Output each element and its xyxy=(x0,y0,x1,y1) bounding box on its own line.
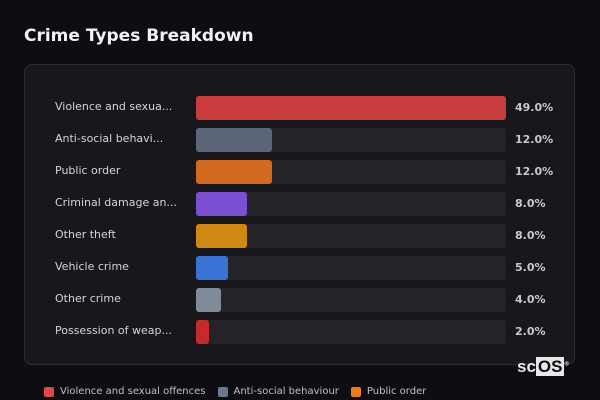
value-label: 4.0% xyxy=(515,293,546,306)
value-label: 8.0% xyxy=(515,229,546,242)
legend-swatch xyxy=(350,386,361,397)
chart-title: Crime Types Breakdown xyxy=(24,26,254,46)
category-label: Vehicle crime xyxy=(55,260,129,273)
bar-track xyxy=(196,192,506,216)
bar-track xyxy=(196,160,506,184)
category-label: Anti-social behavi... xyxy=(55,132,164,145)
bar[interactable] xyxy=(196,224,247,248)
legend-item[interactable]: Anti-social behaviour xyxy=(217,386,339,397)
legend-label: Anti-social behaviour xyxy=(233,386,339,397)
bar-track xyxy=(196,288,506,312)
bar[interactable] xyxy=(196,128,272,152)
bar-row: Other crime 4.0% xyxy=(25,288,574,312)
legend-item[interactable]: Public order xyxy=(350,386,427,397)
bar-track xyxy=(196,96,506,120)
bar-row: Violence and sexua... 49.0% xyxy=(25,96,574,120)
legend-label: Public order xyxy=(366,386,427,397)
category-label: Violence and sexua... xyxy=(55,100,173,113)
bar[interactable] xyxy=(196,160,272,184)
bar-row: Other theft 8.0% xyxy=(25,224,574,248)
bar[interactable] xyxy=(196,320,209,344)
value-label: 49.0% xyxy=(515,101,554,114)
value-label: 8.0% xyxy=(515,197,546,210)
bar-row: Vehicle crime 5.0% xyxy=(25,256,574,280)
category-label: Possession of weap... xyxy=(55,324,172,337)
bar-row: Possession of weap... 2.0% xyxy=(25,320,574,344)
legend: Violence and sexual offences Anti-social … xyxy=(44,386,426,397)
bar[interactable] xyxy=(196,288,222,312)
bar-track xyxy=(196,320,506,344)
bar[interactable] xyxy=(196,256,228,280)
value-label: 12.0% xyxy=(515,165,554,178)
bar-row: Criminal damage an... 8.0% xyxy=(25,192,574,216)
bar[interactable] xyxy=(196,192,247,216)
value-label: 2.0% xyxy=(515,325,546,338)
legend-item[interactable]: Violence and sexual offences xyxy=(44,386,206,397)
category-label: Other crime xyxy=(55,292,121,305)
legend-swatch xyxy=(44,386,54,397)
category-label: Other theft xyxy=(55,228,116,241)
bar-row: Public order 12.0% xyxy=(25,160,574,184)
legend-label: Violence and sexual offences xyxy=(60,386,206,397)
legend-swatch xyxy=(217,386,228,397)
bar-track xyxy=(196,224,506,248)
value-label: 12.0% xyxy=(515,133,554,146)
category-label: Criminal damage an... xyxy=(55,196,177,209)
value-label: 5.0% xyxy=(515,261,546,274)
category-label: Public order xyxy=(55,164,121,177)
bar-track xyxy=(196,256,506,280)
scos-logo: sc OS ® xyxy=(517,357,569,376)
bar-row: Anti-social behavi... 12.0% xyxy=(25,128,574,152)
bar-track xyxy=(196,128,506,152)
bar[interactable] xyxy=(196,96,506,120)
chart-card: Violence and sexua... 49.0% Anti-social b… xyxy=(24,64,575,365)
